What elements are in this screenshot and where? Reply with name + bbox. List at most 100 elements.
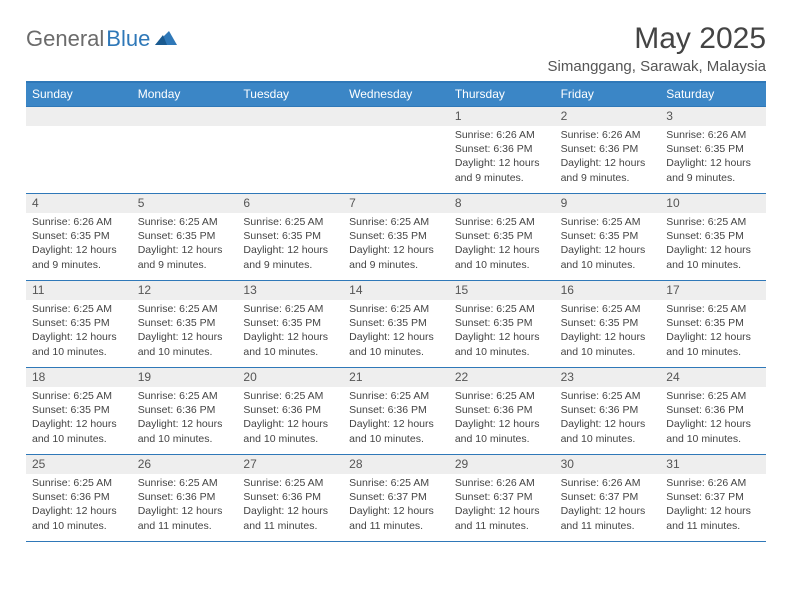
day-cell: 4Sunrise: 6:26 AMSunset: 6:35 PMDaylight…	[26, 194, 132, 280]
daylight-text: Daylight: 12 hours and 10 minutes.	[32, 330, 126, 358]
sunrise-text: Sunrise: 6:25 AM	[243, 302, 337, 316]
day-cell: 5Sunrise: 6:25 AMSunset: 6:35 PMDaylight…	[132, 194, 238, 280]
sunset-text: Sunset: 6:35 PM	[243, 229, 337, 243]
sunset-text: Sunset: 6:35 PM	[666, 229, 760, 243]
sunrise-text: Sunrise: 6:25 AM	[349, 389, 443, 403]
day-details: Sunrise: 6:26 AMSunset: 6:37 PMDaylight:…	[449, 474, 555, 536]
day-details: Sunrise: 6:25 AMSunset: 6:36 PMDaylight:…	[343, 387, 449, 449]
daylight-text: Daylight: 12 hours and 10 minutes.	[455, 417, 549, 445]
sunrise-text: Sunrise: 6:25 AM	[32, 389, 126, 403]
sunset-text: Sunset: 6:35 PM	[32, 316, 126, 330]
day-number: 15	[449, 281, 555, 300]
daylight-text: Daylight: 12 hours and 11 minutes.	[243, 504, 337, 532]
daylight-text: Daylight: 12 hours and 10 minutes.	[32, 417, 126, 445]
sunrise-text: Sunrise: 6:25 AM	[243, 476, 337, 490]
title-block: May 2025 Simanggang, Sarawak, Malaysia	[548, 22, 766, 75]
sunset-text: Sunset: 6:36 PM	[455, 142, 549, 156]
sunset-text: Sunset: 6:37 PM	[455, 490, 549, 504]
sunset-text: Sunset: 6:35 PM	[243, 316, 337, 330]
day-number: 21	[343, 368, 449, 387]
daylight-text: Daylight: 12 hours and 11 minutes.	[138, 504, 232, 532]
day-details: Sunrise: 6:25 AMSunset: 6:35 PMDaylight:…	[26, 300, 132, 362]
day-details: Sunrise: 6:25 AMSunset: 6:37 PMDaylight:…	[343, 474, 449, 536]
sunrise-text: Sunrise: 6:25 AM	[243, 389, 337, 403]
day-cell: 9Sunrise: 6:25 AMSunset: 6:35 PMDaylight…	[555, 194, 661, 280]
day-cell: 23Sunrise: 6:25 AMSunset: 6:36 PMDayligh…	[555, 368, 661, 454]
weekday-tuesday: Tuesday	[237, 83, 343, 106]
sunset-text: Sunset: 6:37 PM	[666, 490, 760, 504]
daylight-text: Daylight: 12 hours and 10 minutes.	[666, 243, 760, 271]
daylight-text: Daylight: 12 hours and 10 minutes.	[243, 330, 337, 358]
day-number: 14	[343, 281, 449, 300]
daylight-text: Daylight: 12 hours and 10 minutes.	[32, 504, 126, 532]
sunrise-text: Sunrise: 6:26 AM	[455, 476, 549, 490]
day-cell: 7Sunrise: 6:25 AMSunset: 6:35 PMDaylight…	[343, 194, 449, 280]
day-number: 3	[660, 107, 766, 126]
sunrise-text: Sunrise: 6:25 AM	[561, 215, 655, 229]
day-details: Sunrise: 6:25 AMSunset: 6:36 PMDaylight:…	[555, 387, 661, 449]
weekday-monday: Monday	[132, 83, 238, 106]
day-cell: 11Sunrise: 6:25 AMSunset: 6:35 PMDayligh…	[26, 281, 132, 367]
daylight-text: Daylight: 12 hours and 9 minutes.	[32, 243, 126, 271]
day-details: Sunrise: 6:26 AMSunset: 6:35 PMDaylight:…	[660, 126, 766, 188]
day-cell: 28Sunrise: 6:25 AMSunset: 6:37 PMDayligh…	[343, 455, 449, 541]
sunset-text: Sunset: 6:35 PM	[138, 229, 232, 243]
day-cell: 24Sunrise: 6:25 AMSunset: 6:36 PMDayligh…	[660, 368, 766, 454]
weekday-wednesday: Wednesday	[343, 83, 449, 106]
day-cell: 27Sunrise: 6:25 AMSunset: 6:36 PMDayligh…	[237, 455, 343, 541]
day-number: 29	[449, 455, 555, 474]
daylight-text: Daylight: 12 hours and 10 minutes.	[455, 243, 549, 271]
day-cell: 3Sunrise: 6:26 AMSunset: 6:35 PMDaylight…	[660, 107, 766, 193]
day-number: 7	[343, 194, 449, 213]
day-number: 30	[555, 455, 661, 474]
sunrise-text: Sunrise: 6:26 AM	[32, 215, 126, 229]
day-cell: 25Sunrise: 6:25 AMSunset: 6:36 PMDayligh…	[26, 455, 132, 541]
sunrise-text: Sunrise: 6:25 AM	[455, 302, 549, 316]
daylight-text: Daylight: 12 hours and 10 minutes.	[138, 417, 232, 445]
day-cell: 26Sunrise: 6:25 AMSunset: 6:36 PMDayligh…	[132, 455, 238, 541]
logo: GeneralBlue	[26, 22, 177, 52]
day-number: 13	[237, 281, 343, 300]
sunset-text: Sunset: 6:35 PM	[349, 229, 443, 243]
weekday-friday: Friday	[555, 83, 661, 106]
sunrise-text: Sunrise: 6:25 AM	[138, 476, 232, 490]
week-row: 4Sunrise: 6:26 AMSunset: 6:35 PMDaylight…	[26, 193, 766, 280]
calendar-grid: Sunday Monday Tuesday Wednesday Thursday…	[26, 81, 766, 542]
day-details: Sunrise: 6:25 AMSunset: 6:35 PMDaylight:…	[343, 213, 449, 275]
day-cell: 6Sunrise: 6:25 AMSunset: 6:35 PMDaylight…	[237, 194, 343, 280]
daylight-text: Daylight: 12 hours and 11 minutes.	[349, 504, 443, 532]
day-number: 28	[343, 455, 449, 474]
sunrise-text: Sunrise: 6:25 AM	[32, 476, 126, 490]
day-number: 5	[132, 194, 238, 213]
daylight-text: Daylight: 12 hours and 10 minutes.	[666, 330, 760, 358]
day-number: 31	[660, 455, 766, 474]
day-number: 19	[132, 368, 238, 387]
day-details: Sunrise: 6:25 AMSunset: 6:35 PMDaylight:…	[237, 300, 343, 362]
sunset-text: Sunset: 6:35 PM	[455, 316, 549, 330]
sunset-text: Sunset: 6:35 PM	[561, 229, 655, 243]
day-details: Sunrise: 6:26 AMSunset: 6:37 PMDaylight:…	[660, 474, 766, 536]
daylight-text: Daylight: 12 hours and 10 minutes.	[138, 330, 232, 358]
day-number: 18	[26, 368, 132, 387]
week-row: 1Sunrise: 6:26 AMSunset: 6:36 PMDaylight…	[26, 106, 766, 193]
day-cell: 19Sunrise: 6:25 AMSunset: 6:36 PMDayligh…	[132, 368, 238, 454]
day-details: Sunrise: 6:25 AMSunset: 6:36 PMDaylight:…	[132, 474, 238, 536]
day-number: 4	[26, 194, 132, 213]
day-number: 2	[555, 107, 661, 126]
sunrise-text: Sunrise: 6:25 AM	[138, 215, 232, 229]
day-number: 6	[237, 194, 343, 213]
sunrise-text: Sunrise: 6:25 AM	[666, 215, 760, 229]
sunrise-text: Sunrise: 6:25 AM	[138, 389, 232, 403]
day-cell	[132, 107, 238, 193]
month-title: May 2025	[548, 22, 766, 56]
sunset-text: Sunset: 6:36 PM	[349, 403, 443, 417]
week-row: 25Sunrise: 6:25 AMSunset: 6:36 PMDayligh…	[26, 454, 766, 541]
sunrise-text: Sunrise: 6:26 AM	[561, 128, 655, 142]
week-row: 18Sunrise: 6:25 AMSunset: 6:35 PMDayligh…	[26, 367, 766, 454]
daylight-text: Daylight: 12 hours and 11 minutes.	[561, 504, 655, 532]
day-number: 25	[26, 455, 132, 474]
daylight-text: Daylight: 12 hours and 10 minutes.	[455, 330, 549, 358]
day-number: 23	[555, 368, 661, 387]
sunrise-text: Sunrise: 6:25 AM	[561, 302, 655, 316]
sunset-text: Sunset: 6:36 PM	[243, 403, 337, 417]
